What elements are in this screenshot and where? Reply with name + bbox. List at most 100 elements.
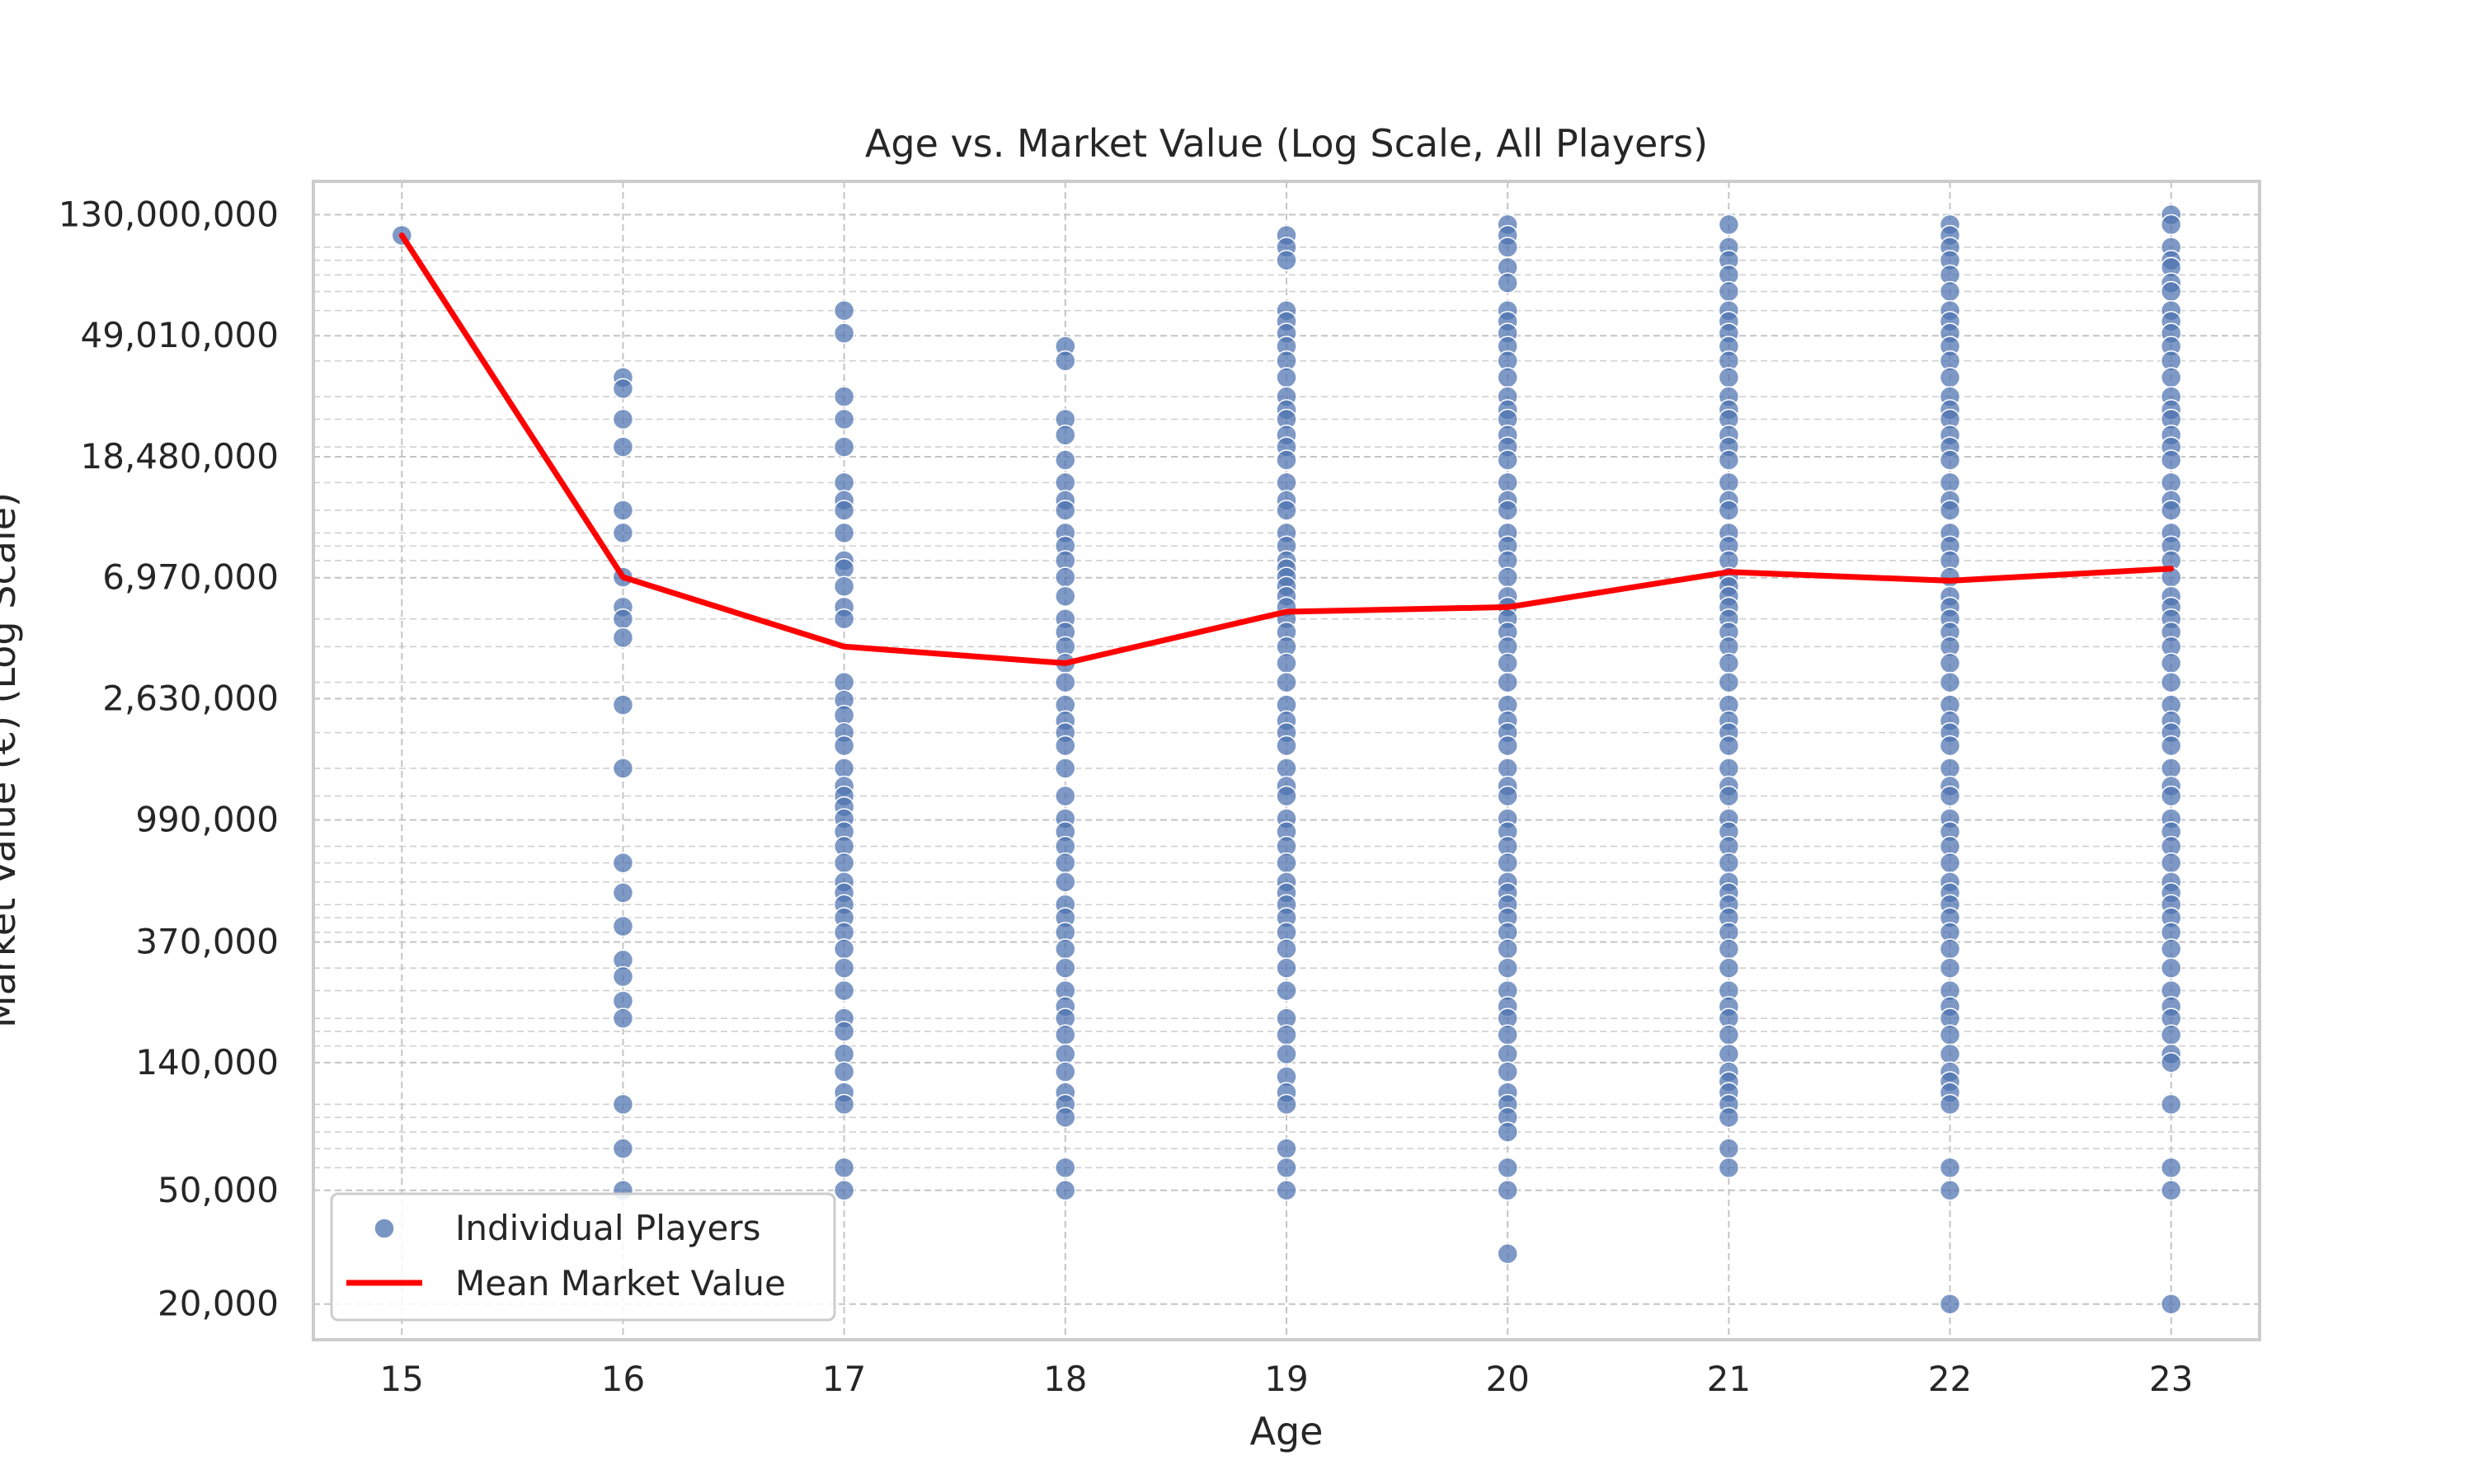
y-tick-label: 130,000,000 (59, 194, 279, 234)
data-point (612, 882, 634, 904)
legend-box (330, 1192, 836, 1322)
data-point (833, 472, 855, 494)
data-point (833, 608, 855, 630)
y-tick-label: 20,000 (158, 1284, 279, 1324)
data-point (1276, 1024, 1297, 1046)
data-point (612, 436, 634, 458)
data-point (2160, 938, 2182, 960)
data-point (833, 758, 855, 779)
data-point (1939, 280, 1961, 303)
x-tick-label: 23 (2149, 1359, 2193, 1399)
data-point (1276, 249, 1297, 271)
data-point (1718, 735, 1740, 757)
x-tick-label: 17 (822, 1359, 866, 1399)
y-tick-label: 6,970,000 (102, 557, 279, 598)
data-point (833, 299, 855, 322)
data-point (833, 852, 855, 874)
data-point (1497, 1157, 1518, 1179)
data-point (833, 575, 855, 597)
minor-gridlines (313, 247, 2260, 1169)
data-point (1055, 938, 1076, 960)
data-point (1055, 671, 1076, 693)
data-point (833, 1061, 855, 1082)
data-point (1055, 566, 1076, 588)
data-point (1276, 1180, 1297, 1201)
data-point (1055, 758, 1076, 779)
data-point (1939, 449, 1961, 471)
y-tick-label: 18,480,000 (81, 436, 279, 477)
data-point (1055, 735, 1076, 757)
x-tick-label: 21 (1707, 1359, 1751, 1399)
data-point (1055, 871, 1076, 893)
scatter-points (391, 204, 2182, 1315)
x-tick-label: 20 (1485, 1359, 1529, 1399)
data-point (2160, 671, 2182, 693)
data-point (1276, 652, 1297, 674)
data-point (2160, 852, 2182, 874)
data-point (1497, 735, 1518, 757)
data-point (1497, 671, 1518, 693)
data-point (1718, 500, 1740, 521)
data-point (612, 852, 634, 874)
data-point (1939, 500, 1961, 521)
data-point (1276, 938, 1297, 960)
data-point (833, 522, 855, 544)
data-point (1276, 957, 1297, 979)
data-point (1497, 449, 1518, 471)
data-point (1497, 1061, 1518, 1082)
data-point (1055, 852, 1076, 874)
data-point (1497, 957, 1518, 979)
data-point (1939, 785, 1961, 807)
data-point (1276, 979, 1297, 1002)
data-point (2160, 500, 2182, 521)
data-point (1276, 472, 1297, 494)
data-point (1939, 1093, 1961, 1115)
data-point (1055, 1024, 1076, 1046)
data-point (833, 938, 855, 960)
data-point (1276, 758, 1297, 779)
x-tick-label: 18 (1043, 1359, 1087, 1399)
data-point (1718, 1106, 1740, 1129)
data-point (2160, 1024, 2182, 1046)
data-point (1718, 938, 1740, 960)
data-point (2160, 472, 2182, 494)
data-point (1939, 938, 1961, 960)
x-axis-title: Age (1250, 1409, 1324, 1453)
data-point (612, 1138, 634, 1159)
data-point (1718, 1024, 1740, 1046)
data-point (1276, 852, 1297, 874)
data-point (1939, 566, 1961, 588)
data-point (1939, 735, 1961, 757)
y-tick-label: 370,000 (135, 922, 279, 962)
data-point (1718, 671, 1740, 693)
data-point (1939, 1157, 1961, 1179)
y-axis-ticks: 20,000 50,000 140,000 370,000 990,000 2,630,0… (59, 194, 279, 1323)
data-point (1055, 957, 1076, 979)
legend: Individual Players Mean Market Value (330, 1192, 836, 1322)
data-point (2160, 214, 2182, 236)
y-tick-label: 990,000 (135, 799, 279, 839)
legend-label-mean-market-value: Mean Market Value (455, 1263, 786, 1303)
data-point (1497, 1121, 1518, 1143)
data-point (1055, 424, 1076, 446)
data-point (1718, 758, 1740, 779)
data-point (1055, 785, 1076, 807)
data-point (2160, 449, 2182, 471)
data-point (612, 1093, 634, 1115)
plot-frame (312, 180, 2261, 1341)
x-tick-label: 16 (601, 1359, 645, 1399)
data-point (1276, 367, 1297, 388)
data-point (1718, 1138, 1740, 1159)
data-point (1939, 852, 1961, 874)
data-point (2160, 1052, 2182, 1073)
data-point (833, 386, 855, 407)
data-point (2160, 735, 2182, 757)
data-point (1939, 1293, 1961, 1315)
data-point (833, 557, 855, 580)
data-point (833, 322, 855, 344)
legend-scatter-marker (374, 1218, 395, 1239)
data-point (1718, 1157, 1740, 1179)
data-point (2160, 758, 2182, 779)
data-point (833, 436, 855, 458)
data-point (1718, 652, 1740, 674)
